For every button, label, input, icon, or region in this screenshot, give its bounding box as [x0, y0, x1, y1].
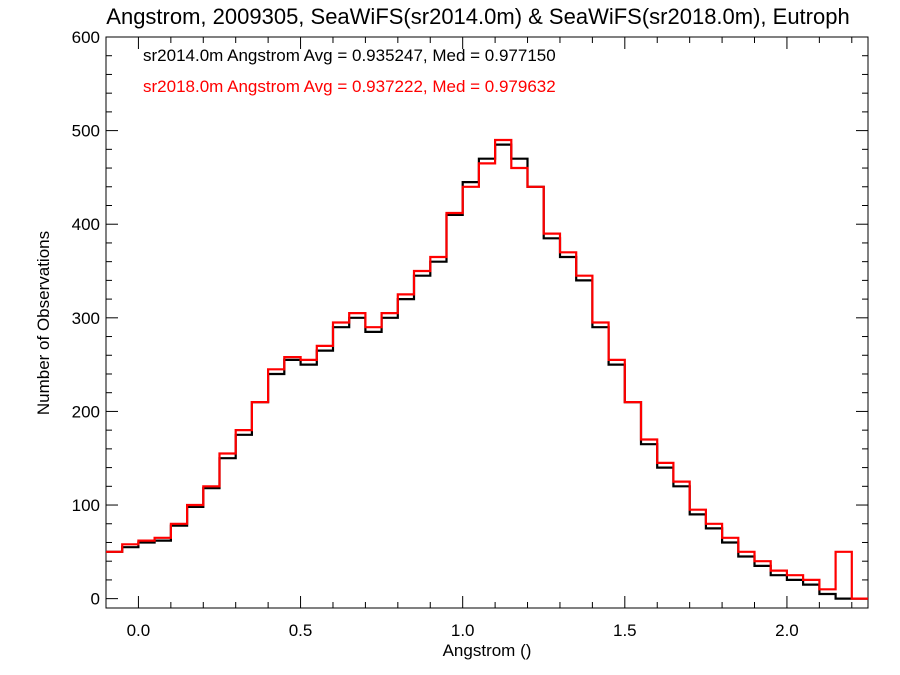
- x-tick-label: 0.5: [289, 621, 313, 640]
- y-tick-label: 100: [72, 496, 100, 515]
- series-line-0: [106, 143, 868, 600]
- series-layer: [106, 138, 868, 600]
- axis-ticks: [105, 36, 868, 608]
- y-tick-label: 300: [72, 309, 100, 328]
- stats-annotation-sr2018: sr2018.0m Angstrom Avg = 0.937222, Med =…: [143, 77, 556, 96]
- y-tick-label: 200: [72, 402, 100, 421]
- x-tick-label: 1.0: [451, 621, 475, 640]
- plot-frame: [105, 36, 869, 609]
- y-tick-label: 400: [72, 215, 100, 234]
- y-tick-label: 500: [72, 122, 100, 141]
- x-tick-label: 2.0: [775, 621, 799, 640]
- y-tick-label: 600: [72, 28, 100, 47]
- y-axis-title: Number of Observations: [34, 231, 53, 415]
- series-line-1: [106, 138, 868, 600]
- x-tick-label: 1.5: [613, 621, 637, 640]
- y-tick-label: 0: [91, 590, 100, 609]
- x-tick-labels: 0.0 0.5 1.0 1.5 2.0: [127, 621, 799, 640]
- x-axis-title: Angstrom (): [443, 641, 532, 660]
- y-tick-labels: 0 100 200 300 400 500 600: [72, 28, 100, 609]
- x-tick-label: 0.0: [127, 621, 151, 640]
- stats-annotation-sr2014: sr2014.0m Angstrom Avg = 0.935247, Med =…: [143, 46, 556, 65]
- chart-title: Angstrom, 2009305, SeaWiFS(sr2014.0m) & …: [106, 4, 849, 29]
